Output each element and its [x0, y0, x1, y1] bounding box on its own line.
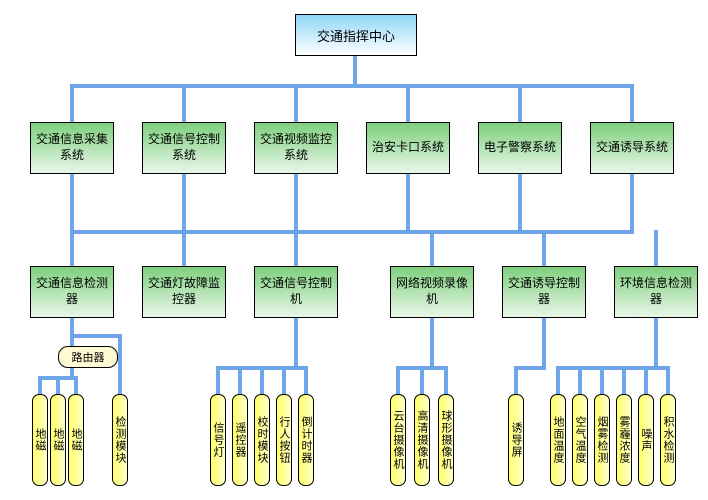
- leaf-4-4: 噪声: [638, 394, 654, 486]
- leaf-1-3: 行人按钮: [276, 394, 292, 486]
- leaf-0-1: 地磁: [50, 394, 66, 486]
- leaf-0-0: 地磁: [32, 394, 48, 486]
- leaf-1-0: 信号灯: [210, 394, 226, 486]
- l3-node-5: 环境信息检测器: [614, 266, 698, 318]
- l2-node-2: 交通视频监控系统: [254, 122, 338, 174]
- l3-node-1: 交通灯故障监控器: [142, 266, 226, 318]
- leaf-1-2: 校时模块: [254, 394, 270, 486]
- leaf-4-1: 空气温度: [572, 394, 588, 486]
- leaf-2-1: 高清摄像机: [414, 394, 430, 486]
- l2-node-3: 治安卡口系统: [366, 122, 450, 174]
- router-tag: 路由器: [58, 346, 118, 368]
- l2-node-0: 交通信息采集系统: [30, 122, 114, 174]
- leaf-0-3: 检测模块: [112, 394, 128, 486]
- l2-node-4: 电子警察系统: [478, 122, 562, 174]
- leaf-3-0: 诱导屏: [508, 394, 524, 486]
- l3-node-0: 交通信息检测器: [30, 266, 114, 318]
- l3-node-2: 交通信号控制机: [254, 266, 338, 318]
- leaf-4-2: 烟雾检测: [594, 394, 610, 486]
- leaf-0-2: 地磁: [68, 394, 84, 486]
- leaf-4-0: 地面温度: [550, 394, 566, 486]
- root-node: 交通指挥中心: [295, 14, 417, 56]
- l3-node-4: 交通诱导控制器: [502, 266, 586, 318]
- leaf-1-4: 倒计时器: [298, 394, 314, 486]
- l3-node-3: 网络视频录像机: [390, 266, 474, 318]
- l2-node-5: 交通诱导系统: [590, 122, 674, 174]
- leaf-2-0: 云台摄像机: [390, 394, 406, 486]
- l2-node-1: 交通信号控制系统: [142, 122, 226, 174]
- leaf-4-5: 积水检测: [660, 394, 676, 486]
- leaf-1-1: 遥控器: [232, 394, 248, 486]
- leaf-2-2: 球形摄像机: [438, 394, 454, 486]
- leaf-4-3: 雾霾浓度: [616, 394, 632, 486]
